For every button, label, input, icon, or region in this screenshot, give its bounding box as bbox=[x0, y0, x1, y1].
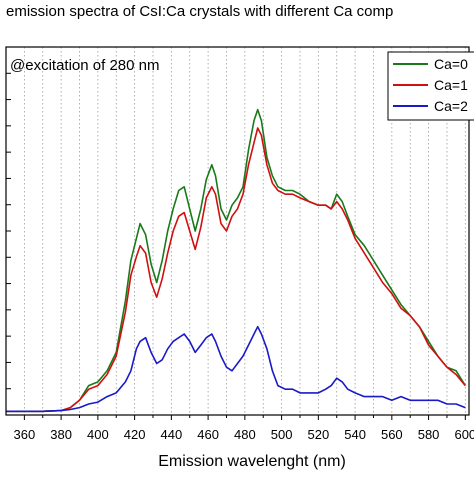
chart-title: emission spectra of CsI:Ca crystals with… bbox=[6, 3, 393, 20]
legend-label: Ca=0 bbox=[434, 56, 468, 72]
legend: Ca=0 Ca=1 Ca=2 bbox=[387, 51, 474, 121]
x-tick-label: 440 bbox=[161, 427, 183, 442]
x-tick-label: 480 bbox=[234, 427, 256, 442]
x-tick-label: 540 bbox=[344, 427, 366, 442]
x-tick-label: 380 bbox=[50, 427, 72, 442]
x-tick-label: 400 bbox=[87, 427, 109, 442]
x-axis-label: Emission wavelenght (nm) bbox=[158, 453, 346, 470]
legend-label: Ca=1 bbox=[434, 77, 468, 93]
x-axis: 360 380 400 420 440 460 480 500 520 540 560 580 600 bbox=[14, 415, 474, 442]
excitation-annotation: @excitation of 280 nm bbox=[10, 57, 159, 74]
x-tick-label: 580 bbox=[418, 427, 440, 442]
x-tick-label: 420 bbox=[124, 427, 146, 442]
x-tick-label: 460 bbox=[197, 427, 219, 442]
series-line bbox=[6, 127, 466, 413]
series-line bbox=[6, 325, 466, 413]
legend-label: Ca=2 bbox=[434, 98, 468, 114]
x-tick-label: 500 bbox=[271, 427, 293, 442]
y-axis-ticks bbox=[6, 72, 11, 390]
series-line bbox=[6, 108, 466, 413]
x-tick-label: 560 bbox=[381, 427, 403, 442]
series-lines bbox=[6, 108, 466, 413]
x-tick-label: 360 bbox=[14, 427, 36, 442]
x-tick-label: 520 bbox=[307, 427, 329, 442]
x-tick-label: 600 bbox=[454, 427, 474, 442]
